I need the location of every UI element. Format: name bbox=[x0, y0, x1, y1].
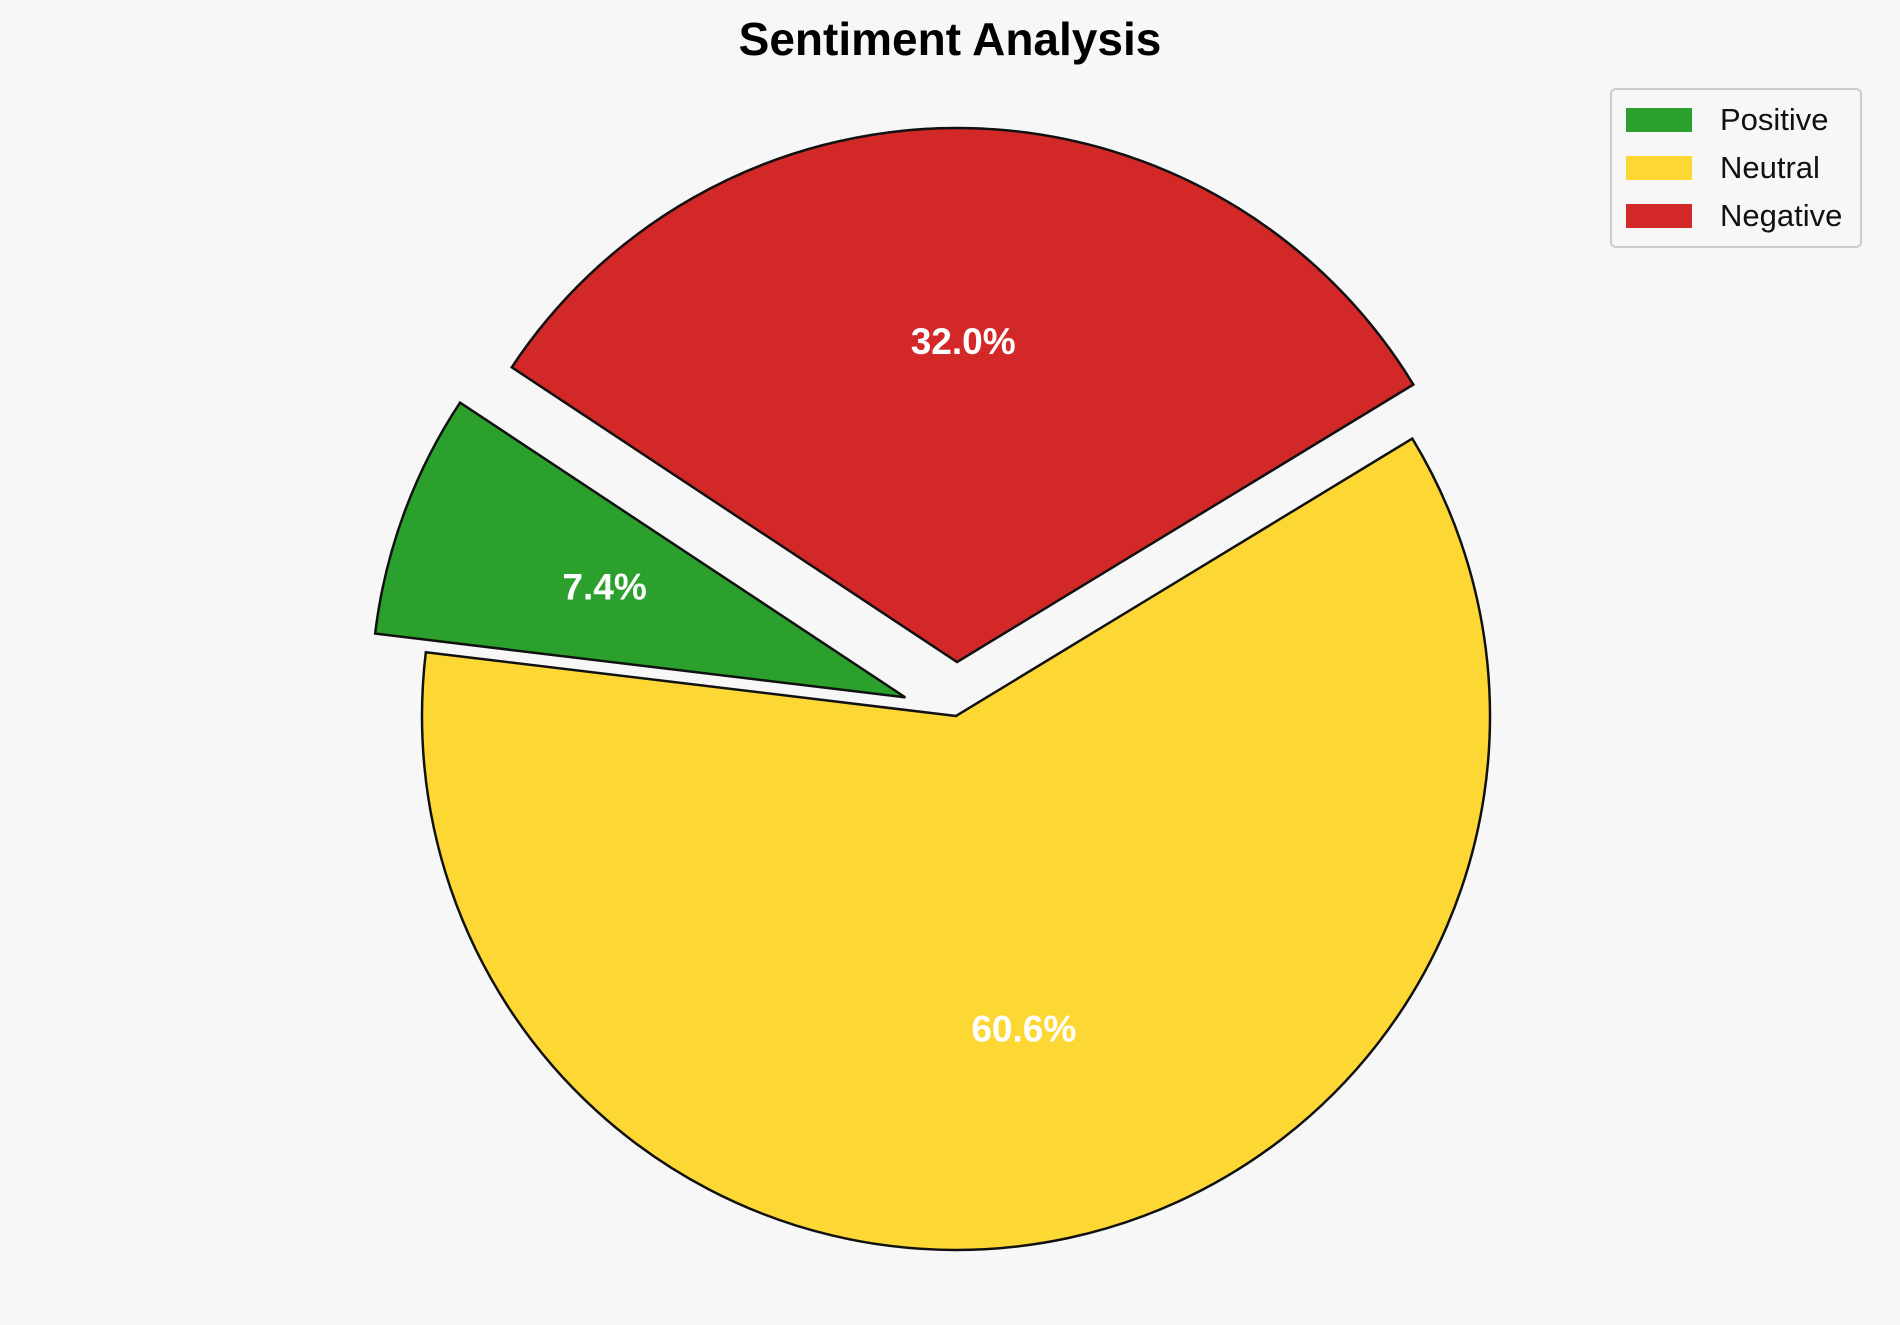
slice-label-positive: 7.4% bbox=[562, 566, 646, 607]
pie-slice-positive bbox=[373, 400, 907, 699]
legend-item-negative: Negative bbox=[1612, 192, 1860, 240]
legend: Positive Neutral Negative bbox=[1610, 88, 1862, 248]
legend-swatch-positive bbox=[1626, 108, 1692, 132]
legend-label-neutral: Neutral bbox=[1720, 150, 1820, 185]
chart-title: Sentiment Analysis bbox=[738, 13, 1162, 65]
pie-slice-neutral bbox=[420, 436, 1492, 1252]
slice-label-negative: 32.0% bbox=[911, 321, 1016, 362]
pie-slice-negative bbox=[510, 126, 1416, 664]
legend-swatch-negative bbox=[1626, 204, 1692, 228]
legend-item-positive: Positive bbox=[1612, 96, 1860, 144]
legend-label-positive: Positive bbox=[1720, 102, 1829, 137]
legend-label-negative: Negative bbox=[1720, 198, 1843, 233]
slice-label-neutral: 60.6% bbox=[971, 1009, 1076, 1050]
legend-item-neutral: Neutral bbox=[1612, 144, 1860, 192]
legend-swatch-neutral bbox=[1626, 156, 1692, 180]
